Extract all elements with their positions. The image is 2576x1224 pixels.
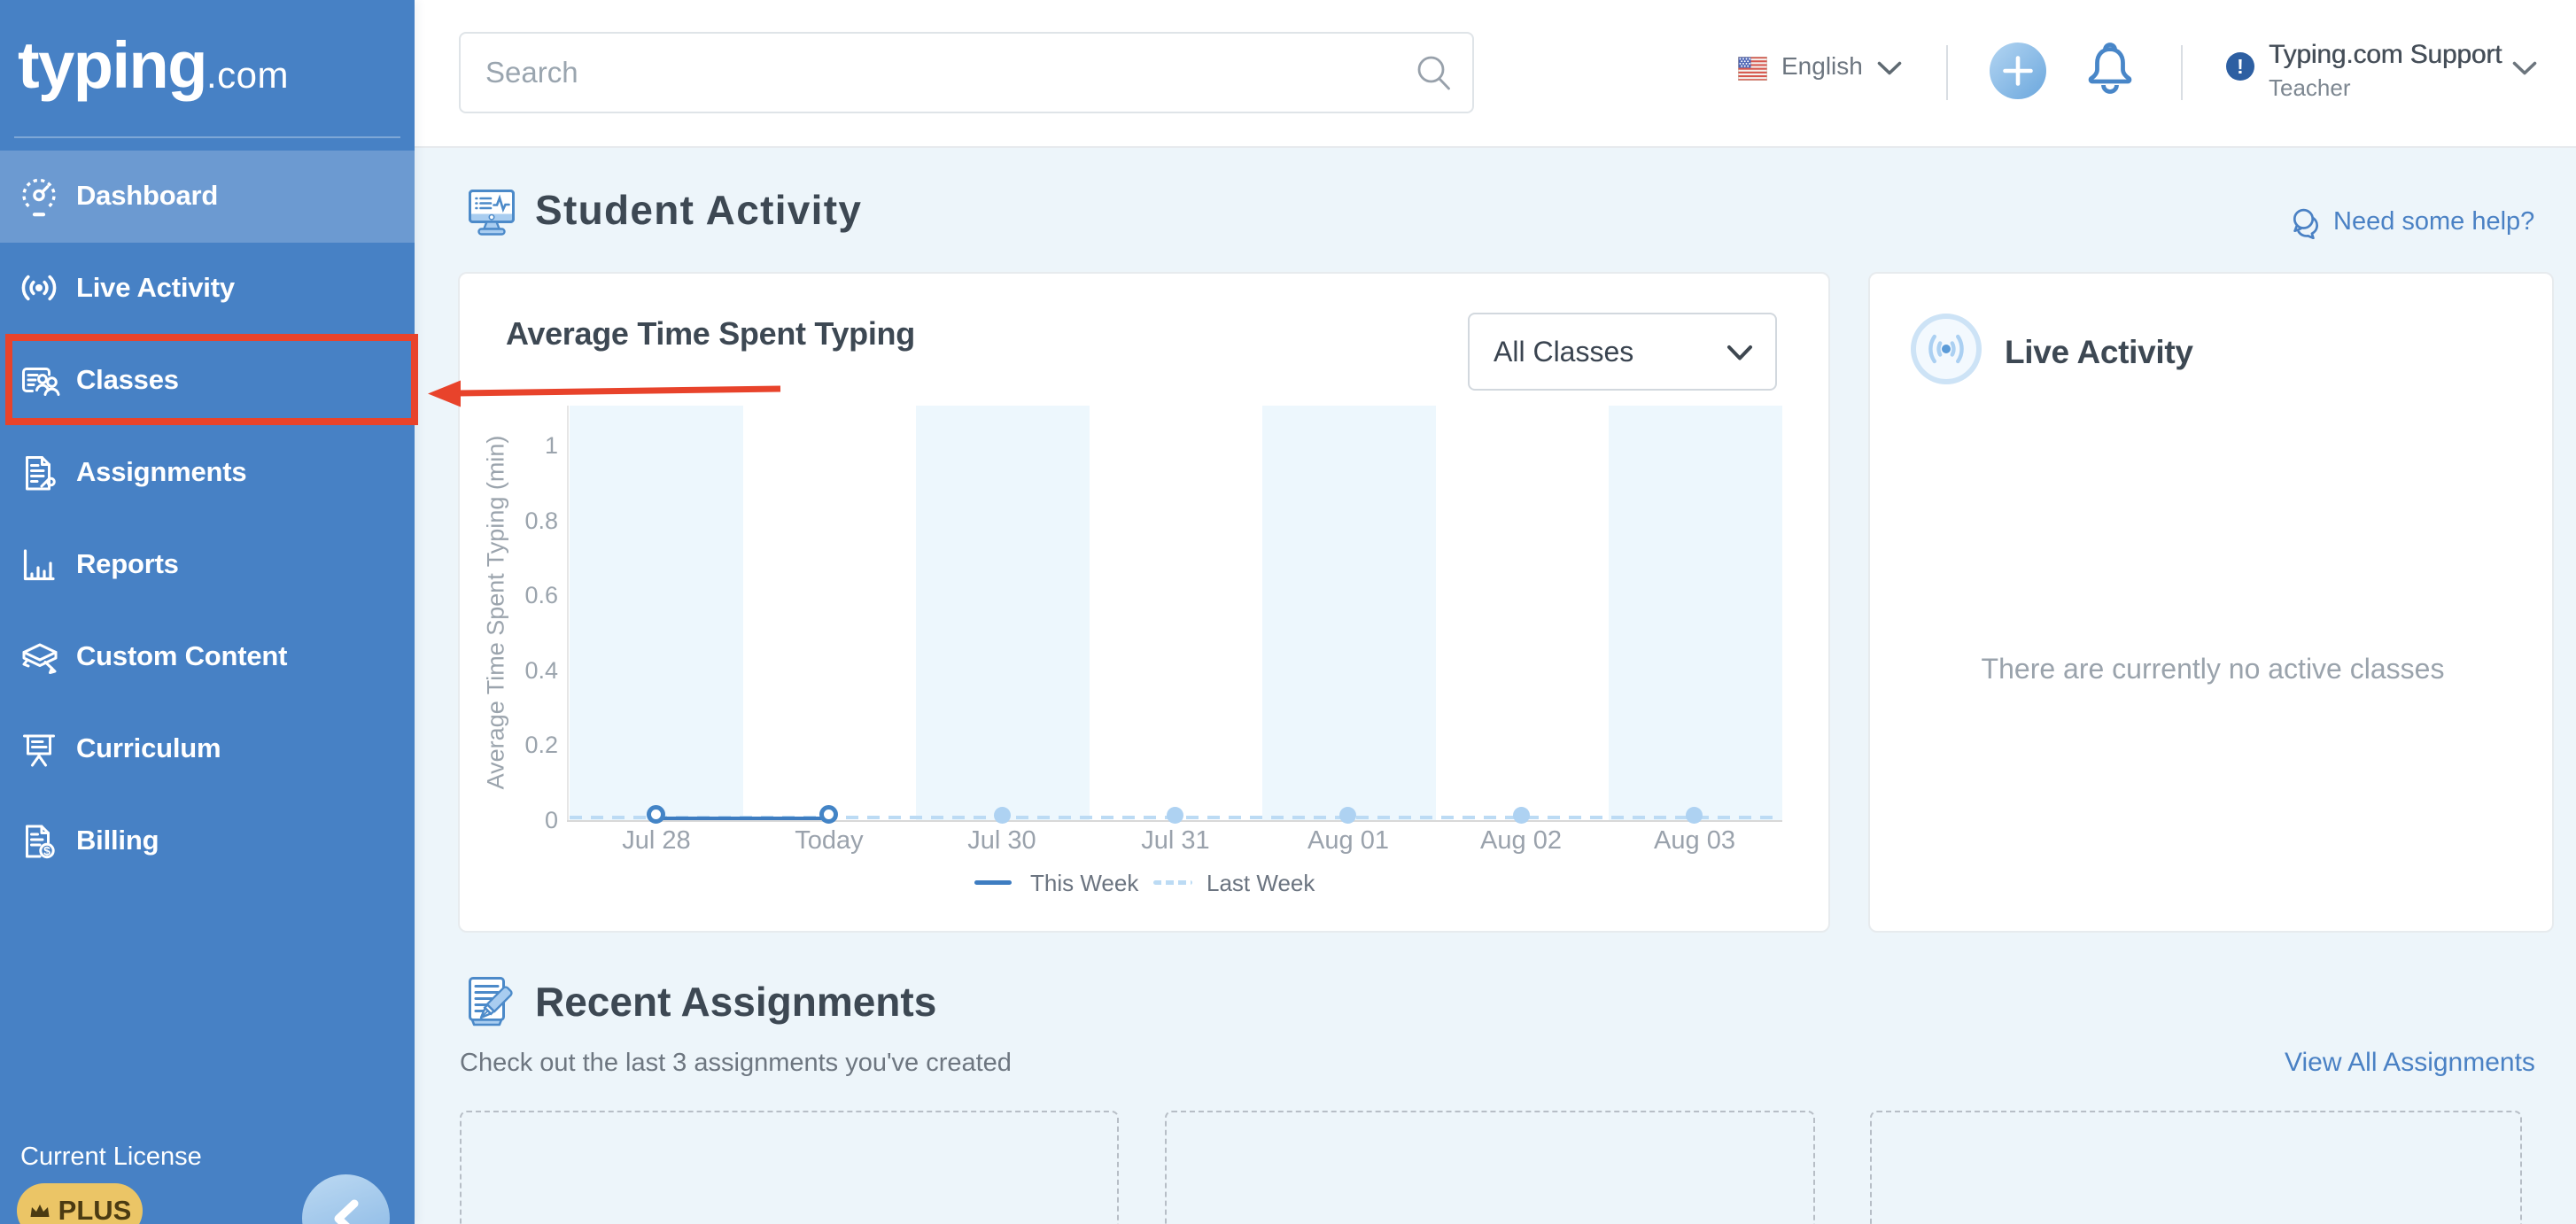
svg-text:$: $	[43, 844, 50, 858]
